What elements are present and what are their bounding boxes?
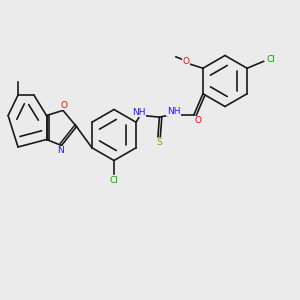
Text: S: S bbox=[156, 138, 162, 147]
Text: N: N bbox=[57, 146, 64, 155]
Text: Cl: Cl bbox=[266, 55, 275, 64]
Text: O: O bbox=[182, 57, 189, 66]
Text: Cl: Cl bbox=[110, 176, 118, 185]
Text: NH: NH bbox=[167, 106, 180, 116]
Text: O: O bbox=[194, 116, 201, 125]
Text: NH: NH bbox=[132, 108, 145, 116]
Text: O: O bbox=[60, 101, 67, 110]
